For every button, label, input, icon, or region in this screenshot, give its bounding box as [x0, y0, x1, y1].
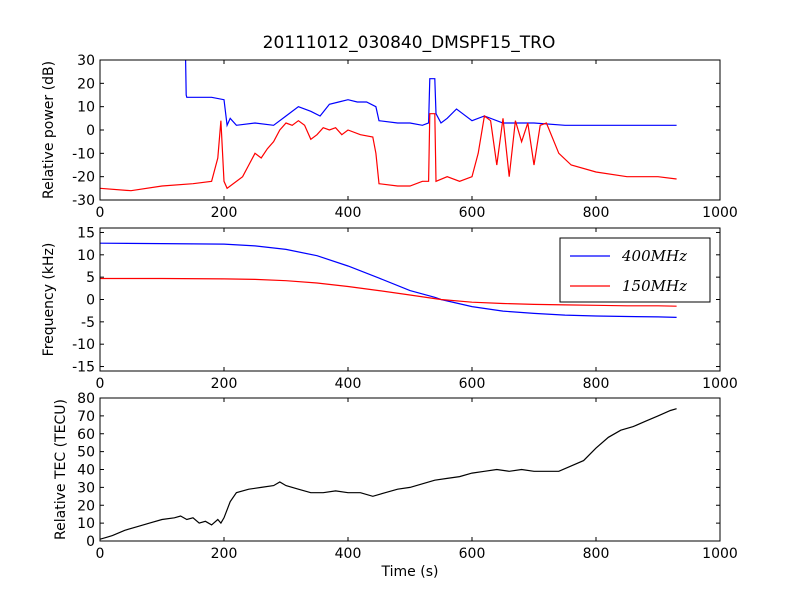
tec-ytick-label: 30	[77, 480, 95, 496]
power-ytick-label: 0	[86, 123, 95, 139]
power-xtick-label: 1000	[702, 205, 738, 221]
freq-ytick-label: 10	[77, 248, 95, 264]
legend-label-400mhz: 400MHz	[621, 247, 687, 265]
legend-label-150mhz: 150MHz	[622, 277, 687, 295]
tec-xlabel: Time (s)	[381, 564, 439, 580]
freq-xtick-label: 400	[335, 376, 362, 392]
tec-ytick-label: 80	[77, 391, 95, 407]
tec-ylabel: Relative TEC (TECU)	[53, 399, 69, 540]
power-xtick-label: 0	[96, 205, 105, 221]
freq-series-150mhz-line	[100, 277, 677, 307]
tec-panel: 0 200 400 600 800 100001020304050607080Relati…	[53, 391, 738, 580]
freq-legend: 400MHz 150MHz	[559, 237, 711, 303]
freq-ytick-label: -5	[81, 315, 95, 331]
freq-ylabel: Frequency (kHz)	[41, 243, 57, 357]
power-ytick-label: 30	[77, 53, 95, 69]
freq-ytick-label: -10	[72, 337, 95, 353]
power-ytick-label: 20	[77, 76, 95, 92]
freq-ytick-label: 0	[86, 293, 95, 309]
power-series-red-line	[100, 113, 677, 192]
power-xtick-label: 800	[583, 205, 610, 221]
tec-ytick-label: 70	[77, 409, 95, 425]
power-ylabel: Relative power (dB)	[41, 61, 57, 199]
power-ytick-label: -10	[72, 146, 95, 162]
freq-xtick-label: 1000	[702, 376, 738, 392]
freq-xtick-label: 600	[459, 376, 486, 392]
freq-ytick-label: -15	[72, 360, 95, 376]
freq-series-400mhz-line	[100, 242, 677, 318]
tec-ytick-label: 0	[86, 534, 95, 550]
power-ytick-label: 10	[77, 100, 95, 116]
freq-xtick-label: 800	[583, 376, 610, 392]
power-series-blue-line	[185, 60, 677, 128]
tec-ytick-label: 10	[77, 516, 95, 532]
tec-xtick-label: 200	[211, 546, 238, 562]
power-xtick-label: 200	[211, 205, 238, 221]
tec-xtick-label: 1000	[702, 546, 738, 562]
freq-xtick-label: 200	[211, 376, 238, 392]
power-ytick-label: -30	[72, 193, 95, 209]
tec-ytick-label: 40	[77, 463, 95, 479]
tec-xtick-label: 600	[459, 546, 486, 562]
tec-ytick-label: 50	[77, 445, 95, 461]
tec-xtick-label: 400	[335, 546, 362, 562]
power-xtick-label: 600	[459, 205, 486, 221]
freq-panel: 0 200 400 600 800 1000 -15 -10 -5 0 5 10 15 Frequency…	[41, 225, 738, 392]
power-panel: 0 200 400 600 800 1000 -30 -20 -10 0 10 20 30 Relativ…	[41, 53, 738, 221]
tec-series-black-line	[100, 408, 677, 540]
tec-axes-frame	[99, 397, 721, 542]
tec-ytick-label: 60	[77, 427, 95, 443]
tec-xtick-label: 800	[583, 546, 610, 562]
tec-ytick-label: 20	[77, 498, 95, 514]
power-xtick-label: 400	[335, 205, 362, 221]
figure-title: 20111012_030840_DMSPF15_TRO	[263, 33, 556, 53]
freq-xtick-label: 0	[96, 376, 105, 392]
power-axes-frame	[99, 59, 721, 201]
power-ytick-label: -20	[72, 170, 95, 186]
freq-ytick-label: 5	[86, 270, 95, 286]
tec-xtick-label: 0	[96, 546, 105, 562]
freq-ytick-label: 15	[77, 225, 95, 241]
legend-box	[559, 237, 711, 303]
